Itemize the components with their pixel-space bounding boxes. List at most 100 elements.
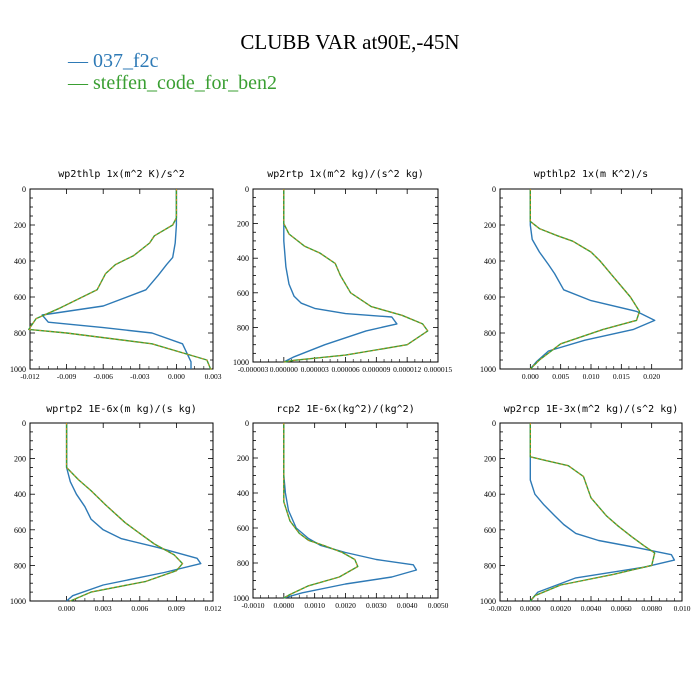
y-tick-label: 800: [14, 329, 26, 338]
x-tick-label: 0.0080: [641, 604, 662, 613]
y-tick-label: 800: [14, 561, 26, 570]
series-line-037-f2c: [41, 189, 192, 369]
x-tick-label: 0.010: [583, 372, 600, 381]
y-tick-label: 1000: [480, 597, 496, 606]
y-tick-label: 0: [492, 419, 496, 428]
series-line-037-f2c: [65, 423, 202, 602]
axes-frame: [499, 188, 683, 370]
subplot-2: wp2rtp 1x(m^2 kg)/(s^2 kg) 0 200 400 600 800 1…: [233, 169, 452, 374]
subplot-title: wp2thlp 1x(m^2 K)/s^2: [58, 169, 184, 180]
x-tick-label: 0.000: [168, 372, 185, 381]
series-line-steffen: [65, 423, 184, 602]
series-dash-overlay: [529, 189, 640, 370]
y-tick-label: 0: [22, 185, 26, 194]
x-tick-label: 0.0040: [581, 604, 602, 613]
y-tick-label: 200: [484, 221, 496, 230]
x-tick-label: 0.0060: [611, 604, 632, 613]
y-tick-label: 1000: [233, 594, 249, 603]
x-tick-label: 0.0010: [304, 601, 325, 610]
subplot-4: wprtp2 1E-6x(m kg)/(s kg) 0 200 400 600 800 10…: [10, 404, 222, 613]
y-tick-label: 200: [14, 455, 26, 464]
series-line-037-f2c: [529, 423, 676, 602]
x-tick-label: 0.000012: [393, 365, 421, 374]
series-dash-overlay: [529, 423, 656, 602]
x-tick-label: 0.010: [674, 604, 691, 613]
y-tick-label: 600: [237, 289, 249, 298]
series-line-steffen: [283, 189, 429, 363]
x-tick-label: 0.0030: [366, 601, 387, 610]
y-tick-label: 800: [237, 559, 249, 568]
y-tick-label: 400: [237, 489, 249, 498]
y-tick-label: 400: [237, 254, 249, 263]
axes-frame: [29, 188, 214, 370]
x-tick-label: -0.009: [57, 372, 77, 381]
y-tick-label: 400: [14, 257, 26, 266]
x-tick-label: -0.0020: [488, 604, 511, 613]
x-tick-label: 0.012: [205, 604, 222, 613]
y-tick-label: 400: [484, 490, 496, 499]
x-tick-label: 0.000006: [331, 365, 359, 374]
subplot-title: wp2rtp 1x(m^2 kg)/(s^2 kg): [267, 169, 424, 180]
x-tick-label: 0.005: [552, 372, 569, 381]
y-tick-label: 200: [237, 220, 249, 229]
subplot-title: wprtp2 1E-6x(m kg)/(s kg): [46, 404, 197, 415]
y-tick-label: 200: [484, 455, 496, 464]
x-tick-label: 0.009: [168, 604, 185, 613]
series-line-steffen: [529, 423, 656, 602]
x-tick-label: -0.0010: [241, 601, 264, 610]
y-tick-label: 0: [245, 185, 249, 194]
subplot-1: wp2thlp 1x(m^2 K)/s^202004006008001000-0…: [10, 169, 222, 381]
x-tick-label: 0.020: [643, 372, 660, 381]
y-tick-label: 200: [237, 454, 249, 463]
y-tick-label: 1000: [233, 358, 249, 367]
y-tick-label: 600: [237, 524, 249, 533]
legend-entry-steffen: — steffen_code_for_ben2: [68, 72, 278, 94]
x-tick-label: 0.0020: [335, 601, 356, 610]
axes-frame: [499, 422, 683, 602]
x-tick-label: 0.003: [205, 372, 222, 381]
series-line-037-f2c: [283, 423, 418, 599]
series-dash-overlay: [66, 423, 183, 602]
x-tick-label: 0.0040: [397, 601, 418, 610]
series-line-037-f2c: [283, 189, 398, 363]
y-tick-label: 600: [14, 526, 26, 535]
x-tick-label: 0.0000: [520, 604, 541, 613]
x-tick-label: 0.015: [613, 372, 630, 381]
subplot-3: wpthlp2 1x(m K^2)/s 0 200 400 600 800 1000 0.00…: [480, 169, 683, 381]
y-tick-label: 400: [14, 490, 26, 499]
y-tick-label: 1000: [480, 365, 496, 374]
y-tick-label: 800: [237, 323, 249, 332]
x-tick-label: 0.0020: [550, 604, 571, 613]
series-dash-overlay: [283, 423, 359, 599]
y-tick-label: 800: [484, 329, 496, 338]
x-tick-label: -0.012: [20, 372, 40, 381]
x-tick-label: 0.0050: [428, 601, 449, 610]
subplot-title: wp2rcp 1E-3x(m^2 kg)/(s^2 kg): [504, 404, 679, 415]
y-tick-label: 0: [22, 419, 26, 428]
x-tick-label: 0.000000: [270, 365, 298, 374]
y-tick-label: 1000: [10, 597, 26, 606]
x-tick-label: 0.000009: [362, 365, 390, 374]
legend-entry-037-f2c: — 037_f2c: [68, 50, 159, 72]
subplot-6: wp2rcp 1E-3x(m^2 kg)/(s^2 kg) 0 200 400 600 8…: [480, 404, 691, 613]
subplot-5: rcp2 1E-6x(kg^2)/(kg^2) 0 200 400 600 800 1000…: [233, 404, 449, 610]
axes-frame: [29, 422, 214, 602]
x-tick-label: 0.006: [131, 604, 148, 613]
x-tick-label: 0.0000: [274, 601, 295, 610]
y-tick-label: 600: [484, 526, 496, 535]
series-line-steffen: [529, 189, 641, 370]
x-tick-label: 0.000: [522, 372, 539, 381]
x-tick-label: -0.003: [130, 372, 150, 381]
series-line-steffen: [283, 423, 359, 599]
x-tick-label: 0.000015: [424, 365, 452, 374]
subplot-title: rcp2 1E-6x(kg^2)/(kg^2): [276, 404, 414, 415]
x-tick-label: 0.003: [95, 604, 112, 613]
y-tick-label: 400: [484, 257, 496, 266]
x-tick-label: -0.000003: [238, 365, 269, 374]
x-tick-label: -0.006: [94, 372, 114, 381]
figure-title: CLUBB VAR at90E,-45N: [240, 30, 460, 54]
y-tick-label: 800: [484, 561, 496, 570]
y-tick-label: 200: [14, 221, 26, 230]
